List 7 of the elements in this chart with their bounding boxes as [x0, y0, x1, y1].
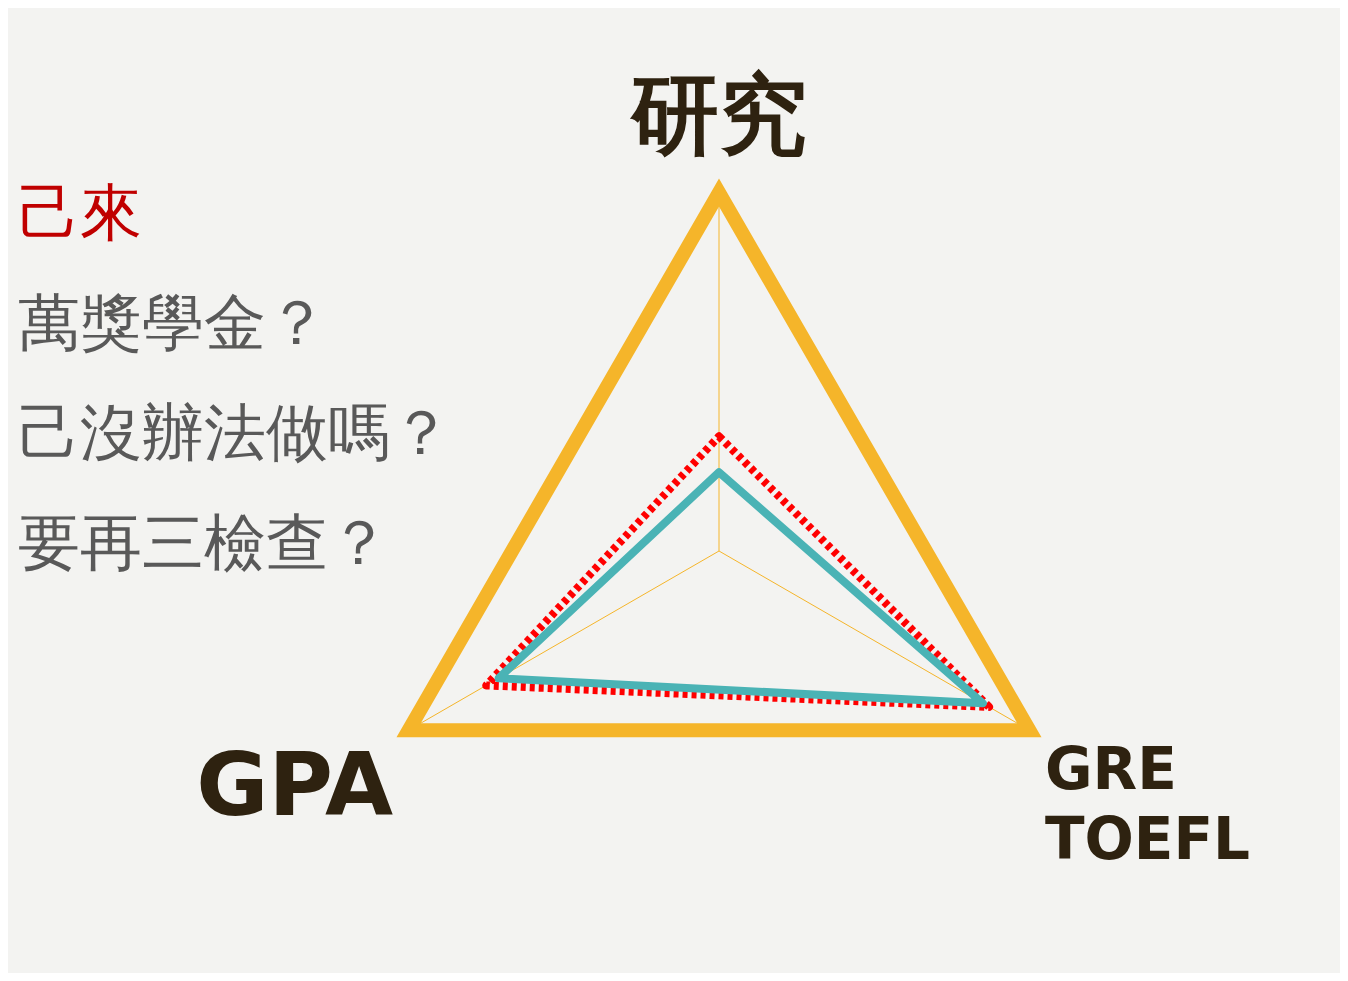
spoke-label: 研究 [629, 62, 807, 166]
text: 要再三檢查？ [18, 505, 391, 581]
text: 己沒辦法做嗎？ [18, 395, 452, 471]
text: 己來 [18, 175, 143, 251]
text: 萬獎學金？ [18, 285, 329, 361]
spoke-label: GPA [196, 732, 394, 836]
spoke-label: GRE TOEFL [1044, 735, 1251, 873]
